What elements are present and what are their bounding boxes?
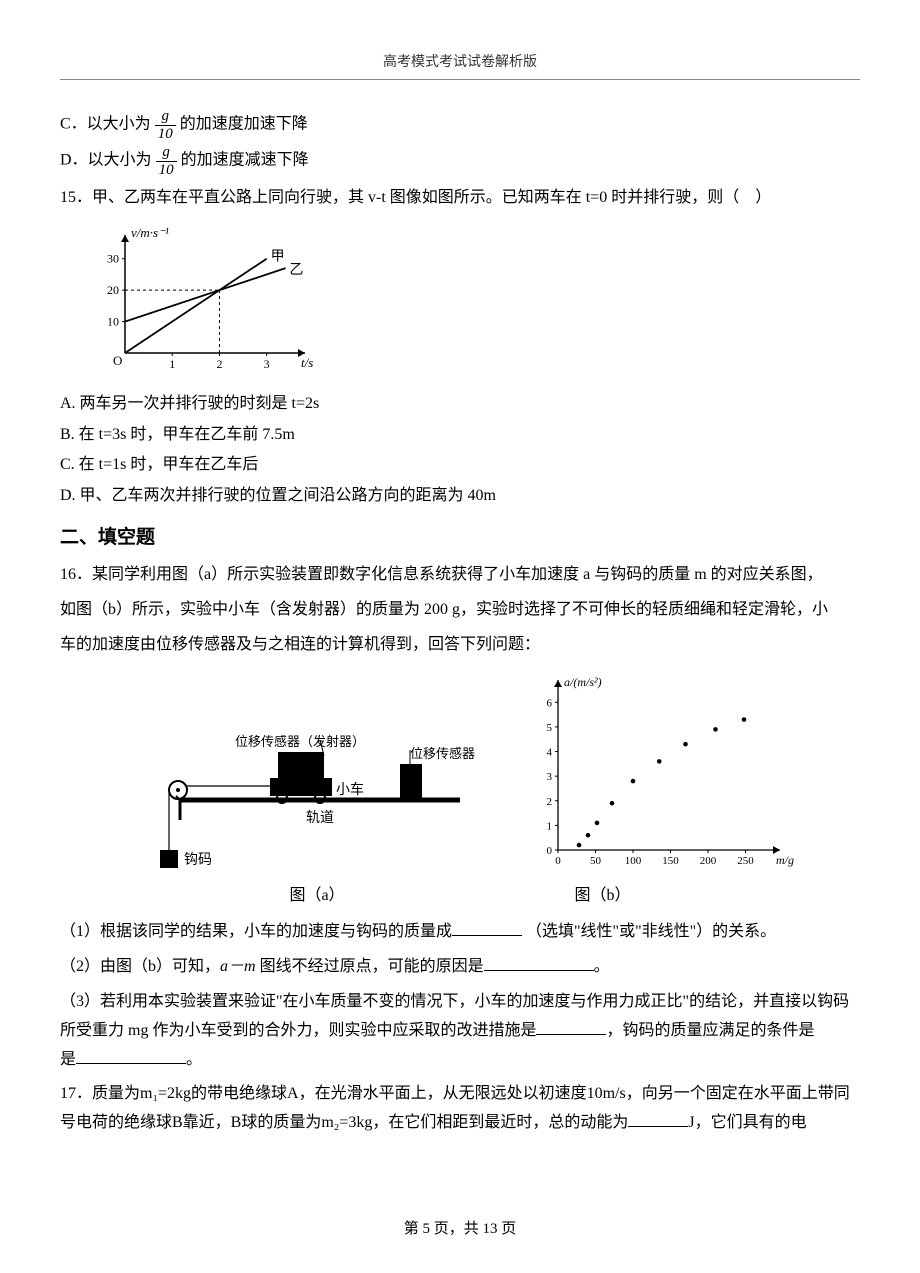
svg-text:150: 150 [662,855,679,867]
q16-2a: （2）由图（b）可知， [60,958,220,975]
svg-text:小车: 小车 [336,781,364,798]
section-2-title: 二、填空题 [60,521,860,555]
q15-stem: 15．甲、乙两车在平直公路上同向行驶，其 v-t 图像如图所示。已知两车在 t=… [60,184,860,213]
frac-den: 10 [155,126,176,143]
blank-3 [536,1018,606,1035]
svg-text:甲: 甲 [271,250,285,265]
q16-3b: ，钩码的质量应满足的条件是 [606,1022,814,1039]
q16-line1: 16．某同学利用图（a）所示实验装置即数字化信息系统获得了小车加速度 a 与钩码… [60,561,860,590]
q17b: J，它们具有的电 [688,1114,806,1131]
q16-line3: 车的加速度由位移传感器及与之相连的计算机得到，回答下列问题： [60,631,860,660]
q16-line2: 如图（b）所示，实验中小车（含发射器）的质量为 200 g，实验时选择了不可伸长… [60,596,860,625]
q16-3c-pre: 是 [60,1051,76,1068]
page-header: 高考模式考试试卷解析版 [60,50,860,80]
option-c: C．以大小为 g 10 的加速度加速下降 [60,108,860,142]
q16-1b: （选填"线性"或"非线性"）的关系。 [526,923,776,940]
fraction-g-10-b: g 10 [156,144,177,178]
svg-text:2: 2 [216,357,222,371]
option-d: D．以大小为 g 10 的加速度减速下降 [60,144,860,178]
svg-text:10: 10 [107,315,119,329]
q16-2end: 。 [594,958,610,975]
q16-part3: （3）若利用本实验装置来验证"在小车质量不变的情况下，小车的加速度与作用力成正比… [60,988,860,1074]
fraction-g-10: g 10 [155,108,176,142]
option-c-post: 的加速度加速下降 [180,116,308,133]
svg-text:乙: 乙 [290,262,304,278]
footer-c: 页，共 [430,1221,483,1237]
caption-fig-b: 图（b） [575,882,631,911]
q15-b: B. 在 t=3s 时，甲车在乙车前 7.5m [60,421,860,450]
blank-2 [484,954,594,971]
svg-text:5: 5 [547,721,553,733]
q15-d: D. 甲、乙车两次并排行驶的位置之间沿公路方向的距离为 40m [60,482,860,511]
q16-part1: （1）根据该同学的结果，小车的加速度与钩码的质量成 （选填"线性"或"非线性"）… [60,918,860,947]
q16-part2: （2）由图（b）可知，a－m 图线不经过原点，可能的原因是 。 [60,953,860,982]
a-minus-m: a－m [220,958,256,975]
svg-text:0: 0 [555,855,561,867]
svg-text:位移传感器（发射器）: 位移传感器（发射器） [235,734,365,749]
svg-text:钩码: 钩码 [184,852,212,868]
svg-text:v/m·s⁻¹: v/m·s⁻¹ [131,225,169,240]
blank-5 [628,1110,688,1127]
footer-b: 5 [422,1221,430,1237]
svg-text:a/(m/s²): a/(m/s²) [564,675,602,689]
q17: 17．质量为m₁=2kg的带电绝缘球A，在光滑水平面上，从无限远处以初速度10m… [60,1080,860,1138]
vt-graph: v/m·s⁻¹ t/s O 10 20 30 1 2 3 甲乙 [90,223,320,373]
svg-text:4: 4 [547,746,553,758]
svg-text:6: 6 [547,697,553,709]
footer-a: 第 [404,1221,423,1237]
svg-text:1: 1 [547,820,553,832]
caption-fig-a: 图（a） [289,882,344,911]
option-d-post: 的加速度减速下降 [181,152,309,169]
q16-2m: 图线不经过原点，可能的原因是 [260,958,484,975]
blank-1 [452,919,522,936]
svg-text:t/s: t/s [301,355,313,370]
svg-text:200: 200 [700,855,717,867]
frac-num: g [155,108,176,126]
q15-c: C. 在 t=1s 时，甲车在乙车后 [60,451,860,480]
svg-text:1: 1 [169,357,175,371]
page-footer: 第 5 页，共 13 页 [0,1216,920,1243]
svg-text:m/g: m/g [776,853,794,867]
footer-d: 13 [483,1221,498,1237]
figure-a-apparatus: 轨道钩码 小车 位移传感器（发射器） 位移传感器（接收器） [120,680,480,880]
svg-text:3: 3 [547,771,553,783]
option-d-pre: D．以大小为 [60,152,152,169]
frac-num-b: g [156,144,177,162]
footer-e: 页 [498,1221,517,1237]
q16-3c: 。 [186,1051,202,1068]
svg-text:位移传感器（接收器）: 位移传感器（接收器） [410,746,480,761]
svg-text:250: 250 [737,855,754,867]
svg-text:2: 2 [547,795,553,807]
svg-text:0: 0 [547,845,553,857]
svg-text:30: 30 [107,252,119,266]
svg-text:20: 20 [107,283,119,297]
q15-a: A. 两车另一次并排行驶的时刻是 t=2s [60,390,860,419]
blank-4 [76,1047,186,1064]
svg-text:O: O [113,353,122,368]
svg-text:50: 50 [590,855,602,867]
svg-text:3: 3 [264,357,270,371]
frac-den-b: 10 [156,162,177,179]
svg-text:100: 100 [625,855,642,867]
q16-1a: （1）根据该同学的结果，小车的加速度与钩码的质量成 [60,923,452,940]
svg-text:轨道: 轨道 [306,810,334,826]
option-c-pre: C．以大小为 [60,116,151,133]
figure-b-scatter: a/(m/s²) m/g 0 1 2 3 4 5 6 0 50 100 150 200 250 [520,670,800,880]
